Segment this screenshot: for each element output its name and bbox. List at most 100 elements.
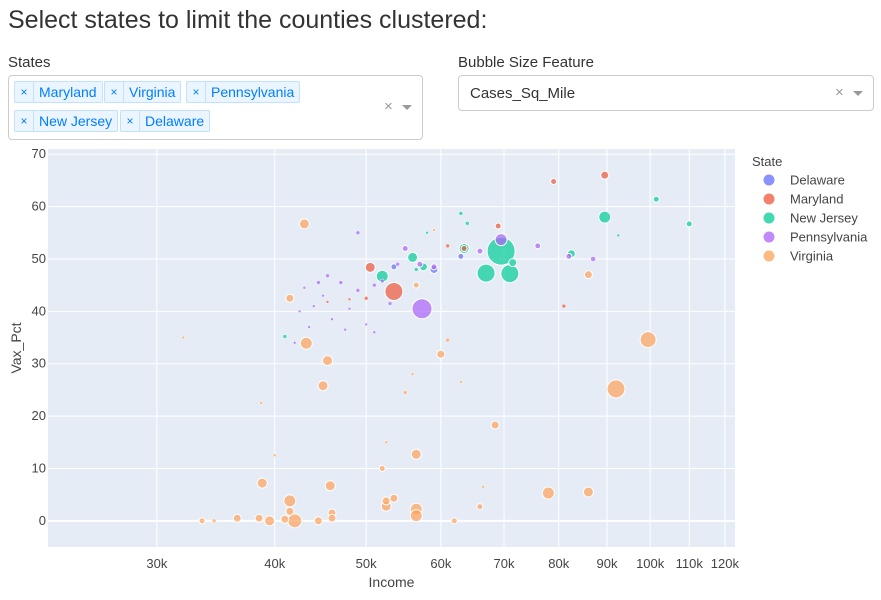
data-points	[181, 170, 693, 529]
data-point	[307, 325, 311, 329]
legend-item-label: Pennsylvania	[790, 230, 868, 245]
legend-item-label: Virginia	[790, 249, 834, 264]
tag-remove-icon[interactable]: ×	[15, 82, 34, 102]
data-point	[494, 233, 508, 247]
data-point	[407, 251, 419, 263]
y-tick-label: 0	[39, 513, 46, 528]
data-point	[534, 242, 542, 250]
x-tick-label: 50k	[356, 556, 377, 571]
chevron-down-icon[interactable]	[402, 105, 412, 110]
data-point	[292, 341, 297, 345]
data-point	[347, 306, 352, 311]
x-tick-label: 90k	[597, 556, 618, 571]
data-point	[317, 380, 329, 392]
data-point	[232, 513, 242, 523]
data-point	[384, 281, 404, 301]
legend-marker	[763, 231, 775, 243]
legend-marker	[763, 250, 775, 262]
data-point	[410, 448, 422, 460]
legend-title: State	[752, 154, 782, 169]
x-tick-label: 80k	[548, 556, 569, 571]
y-tick-label: 20	[32, 408, 46, 423]
data-point	[313, 516, 323, 526]
clear-icon[interactable]: ×	[384, 98, 393, 115]
data-point	[325, 300, 330, 304]
page-title: Select states to limit the counties clus…	[8, 6, 488, 34]
clear-icon[interactable]: ×	[835, 84, 844, 101]
x-tick-label: 70k	[494, 556, 515, 571]
data-point	[363, 296, 369, 301]
x-tick-label: 40k	[264, 556, 285, 571]
data-point	[381, 496, 391, 506]
data-point	[652, 195, 660, 203]
tag-remove-icon[interactable]: ×	[15, 111, 34, 131]
data-point	[490, 420, 500, 430]
data-point	[561, 303, 567, 309]
x-tick-label: 100k	[636, 556, 665, 571]
data-point	[259, 401, 263, 405]
legend-marker	[763, 174, 775, 186]
data-point	[476, 263, 496, 283]
data-point	[327, 513, 337, 523]
data-point	[639, 331, 657, 349]
data-point	[254, 513, 264, 523]
data-point	[364, 261, 376, 273]
data-point	[372, 330, 377, 335]
tag-remove-icon[interactable]: ×	[105, 82, 124, 102]
data-point	[606, 379, 626, 399]
data-point	[402, 390, 408, 395]
data-point	[460, 245, 468, 252]
tag-remove-icon[interactable]: ×	[121, 111, 140, 131]
data-point	[582, 486, 594, 498]
data-point	[550, 177, 558, 185]
x-tick-label: 110k	[676, 556, 704, 571]
data-point	[450, 517, 458, 525]
tag-virginia: × Virginia	[104, 81, 182, 103]
tag-remove-icon[interactable]: ×	[187, 82, 206, 102]
data-point	[494, 222, 502, 230]
data-point	[285, 293, 295, 303]
tag-pennsylvania: × Pennsylvania	[186, 81, 301, 103]
data-point	[432, 228, 436, 232]
data-point	[312, 304, 316, 308]
data-point	[430, 263, 438, 271]
data-point	[297, 309, 302, 314]
data-point	[436, 349, 446, 359]
data-point	[280, 514, 290, 524]
data-point	[324, 480, 336, 492]
data-point	[465, 221, 470, 226]
x-tick-label: 120k	[711, 556, 740, 571]
legend-item-label: Delaware	[790, 173, 845, 188]
data-point	[325, 273, 330, 278]
data-point	[457, 252, 465, 260]
data-point	[343, 327, 347, 332]
data-point	[410, 372, 415, 376]
data-point	[282, 334, 288, 339]
data-point	[425, 231, 429, 235]
y-tick-label: 70	[32, 146, 46, 161]
data-point	[409, 509, 423, 523]
data-point	[401, 245, 409, 252]
data-point	[181, 335, 186, 340]
data-point	[322, 355, 334, 367]
states-multiselect[interactable]: × Maryland × Virginia × Pennsylvania × N…	[8, 75, 423, 140]
data-point	[384, 440, 388, 445]
data-point	[411, 298, 433, 320]
data-point	[508, 258, 518, 268]
data-point	[264, 515, 276, 527]
legend-marker	[763, 193, 775, 205]
y-axis-title: Vax_Pct	[8, 322, 24, 373]
data-point	[211, 518, 217, 524]
y-tick-label: 60	[32, 199, 46, 214]
data-point	[330, 317, 334, 321]
tag-label: Delaware	[145, 113, 205, 129]
data-point	[299, 336, 313, 350]
data-point	[355, 288, 361, 293]
data-point	[321, 293, 325, 298]
legend-item-label: Maryland	[790, 192, 843, 207]
bubble-size-select[interactable]: Cases_Sq_Mile ×	[458, 75, 874, 111]
chevron-down-icon[interactable]	[853, 91, 863, 96]
data-point	[355, 230, 361, 236]
data-point	[379, 278, 385, 284]
bubble-size-label: Bubble Size Feature	[458, 54, 594, 71]
